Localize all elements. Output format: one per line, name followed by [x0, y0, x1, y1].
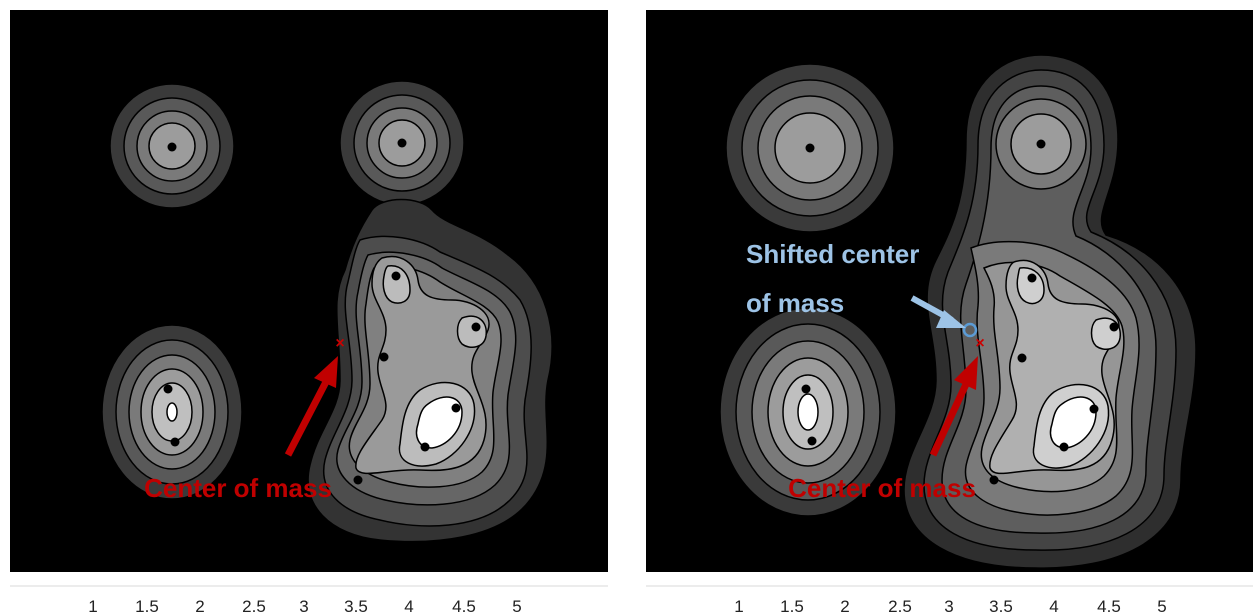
- data-point: [1109, 322, 1119, 332]
- right-contour-plot: × Shifted center of mass Center of mass …: [646, 10, 1253, 616]
- contour-peak-bottom-left: [719, 307, 897, 517]
- x-tick-label: 5: [1157, 597, 1166, 616]
- data-point: [397, 138, 407, 148]
- data-point: [801, 384, 811, 394]
- center-of-mass-marker: ×: [975, 335, 984, 352]
- x-tick-label: 2: [195, 597, 204, 616]
- x-tick-label: 4: [404, 597, 413, 616]
- data-point: [451, 403, 461, 413]
- center-of-mass-arrow: [929, 378, 972, 457]
- data-point: [1017, 353, 1027, 363]
- x-tick-label: 4.5: [1097, 597, 1121, 616]
- arrow-head: [954, 356, 978, 390]
- x-axis-ticks: 1 1.5 2 2.5 3 3.5 4 4.5 5: [88, 597, 521, 616]
- right-panel: × Shifted center of mass Center of mass …: [636, 0, 1253, 616]
- x-tick-label: 4.5: [452, 597, 476, 616]
- arrow-head: [314, 356, 338, 388]
- data-point: [1027, 273, 1037, 283]
- center-of-mass-label: Center of mass: [788, 473, 976, 503]
- data-point: [1059, 442, 1069, 452]
- data-point: [379, 352, 389, 362]
- x-tick-label: 3: [299, 597, 308, 616]
- data-point: [167, 142, 177, 152]
- data-point: [989, 475, 999, 485]
- center-of-mass-label: Center of mass: [144, 473, 332, 503]
- x-tick-label: 1: [734, 597, 743, 616]
- contour-cluster-right: [903, 54, 1197, 569]
- data-point: [353, 475, 363, 485]
- x-tick-label: 1: [88, 597, 97, 616]
- data-point: [805, 143, 815, 153]
- x-tick-label: 3.5: [989, 597, 1013, 616]
- shifted-center-label-line1: Shifted center: [746, 239, 919, 269]
- left-panel: × Center of mass 1 1.5 2 2.5 3 3.5 4 4.5…: [0, 0, 620, 616]
- contour-cluster-right: [307, 198, 553, 543]
- data-point: [1036, 139, 1046, 149]
- arrow-head: [936, 310, 966, 328]
- x-tick-label: 2.5: [888, 597, 912, 616]
- x-tick-label: 3: [944, 597, 953, 616]
- x-tick-label: 4: [1049, 597, 1058, 616]
- contour-peak-bottom-left: [101, 324, 243, 500]
- shifted-center-marker: [962, 322, 978, 338]
- left-contour-plot: × Center of mass 1 1.5 2 2.5 3 3.5 4 4.5…: [10, 10, 608, 616]
- data-point: [420, 442, 430, 452]
- data-point: [170, 437, 180, 447]
- x-tick-label: 3.5: [344, 597, 368, 616]
- data-point: [807, 436, 817, 446]
- x-axis-ticks: 1 1.5 2 2.5 3 3.5 4 4.5 5: [734, 597, 1166, 616]
- x-tick-label: 5: [512, 597, 521, 616]
- x-tick-label: 2: [840, 597, 849, 616]
- data-point: [163, 384, 173, 394]
- center-of-mass-arrow: [284, 376, 332, 457]
- shifted-center-label-line2: of mass: [746, 288, 844, 318]
- data-point: [391, 271, 401, 281]
- x-tick-label: 1.5: [780, 597, 804, 616]
- x-tick-label: 1.5: [135, 597, 159, 616]
- center-of-mass-marker: ×: [335, 335, 344, 352]
- data-point: [1089, 404, 1099, 414]
- x-tick-label: 2.5: [242, 597, 266, 616]
- data-point: [471, 322, 481, 332]
